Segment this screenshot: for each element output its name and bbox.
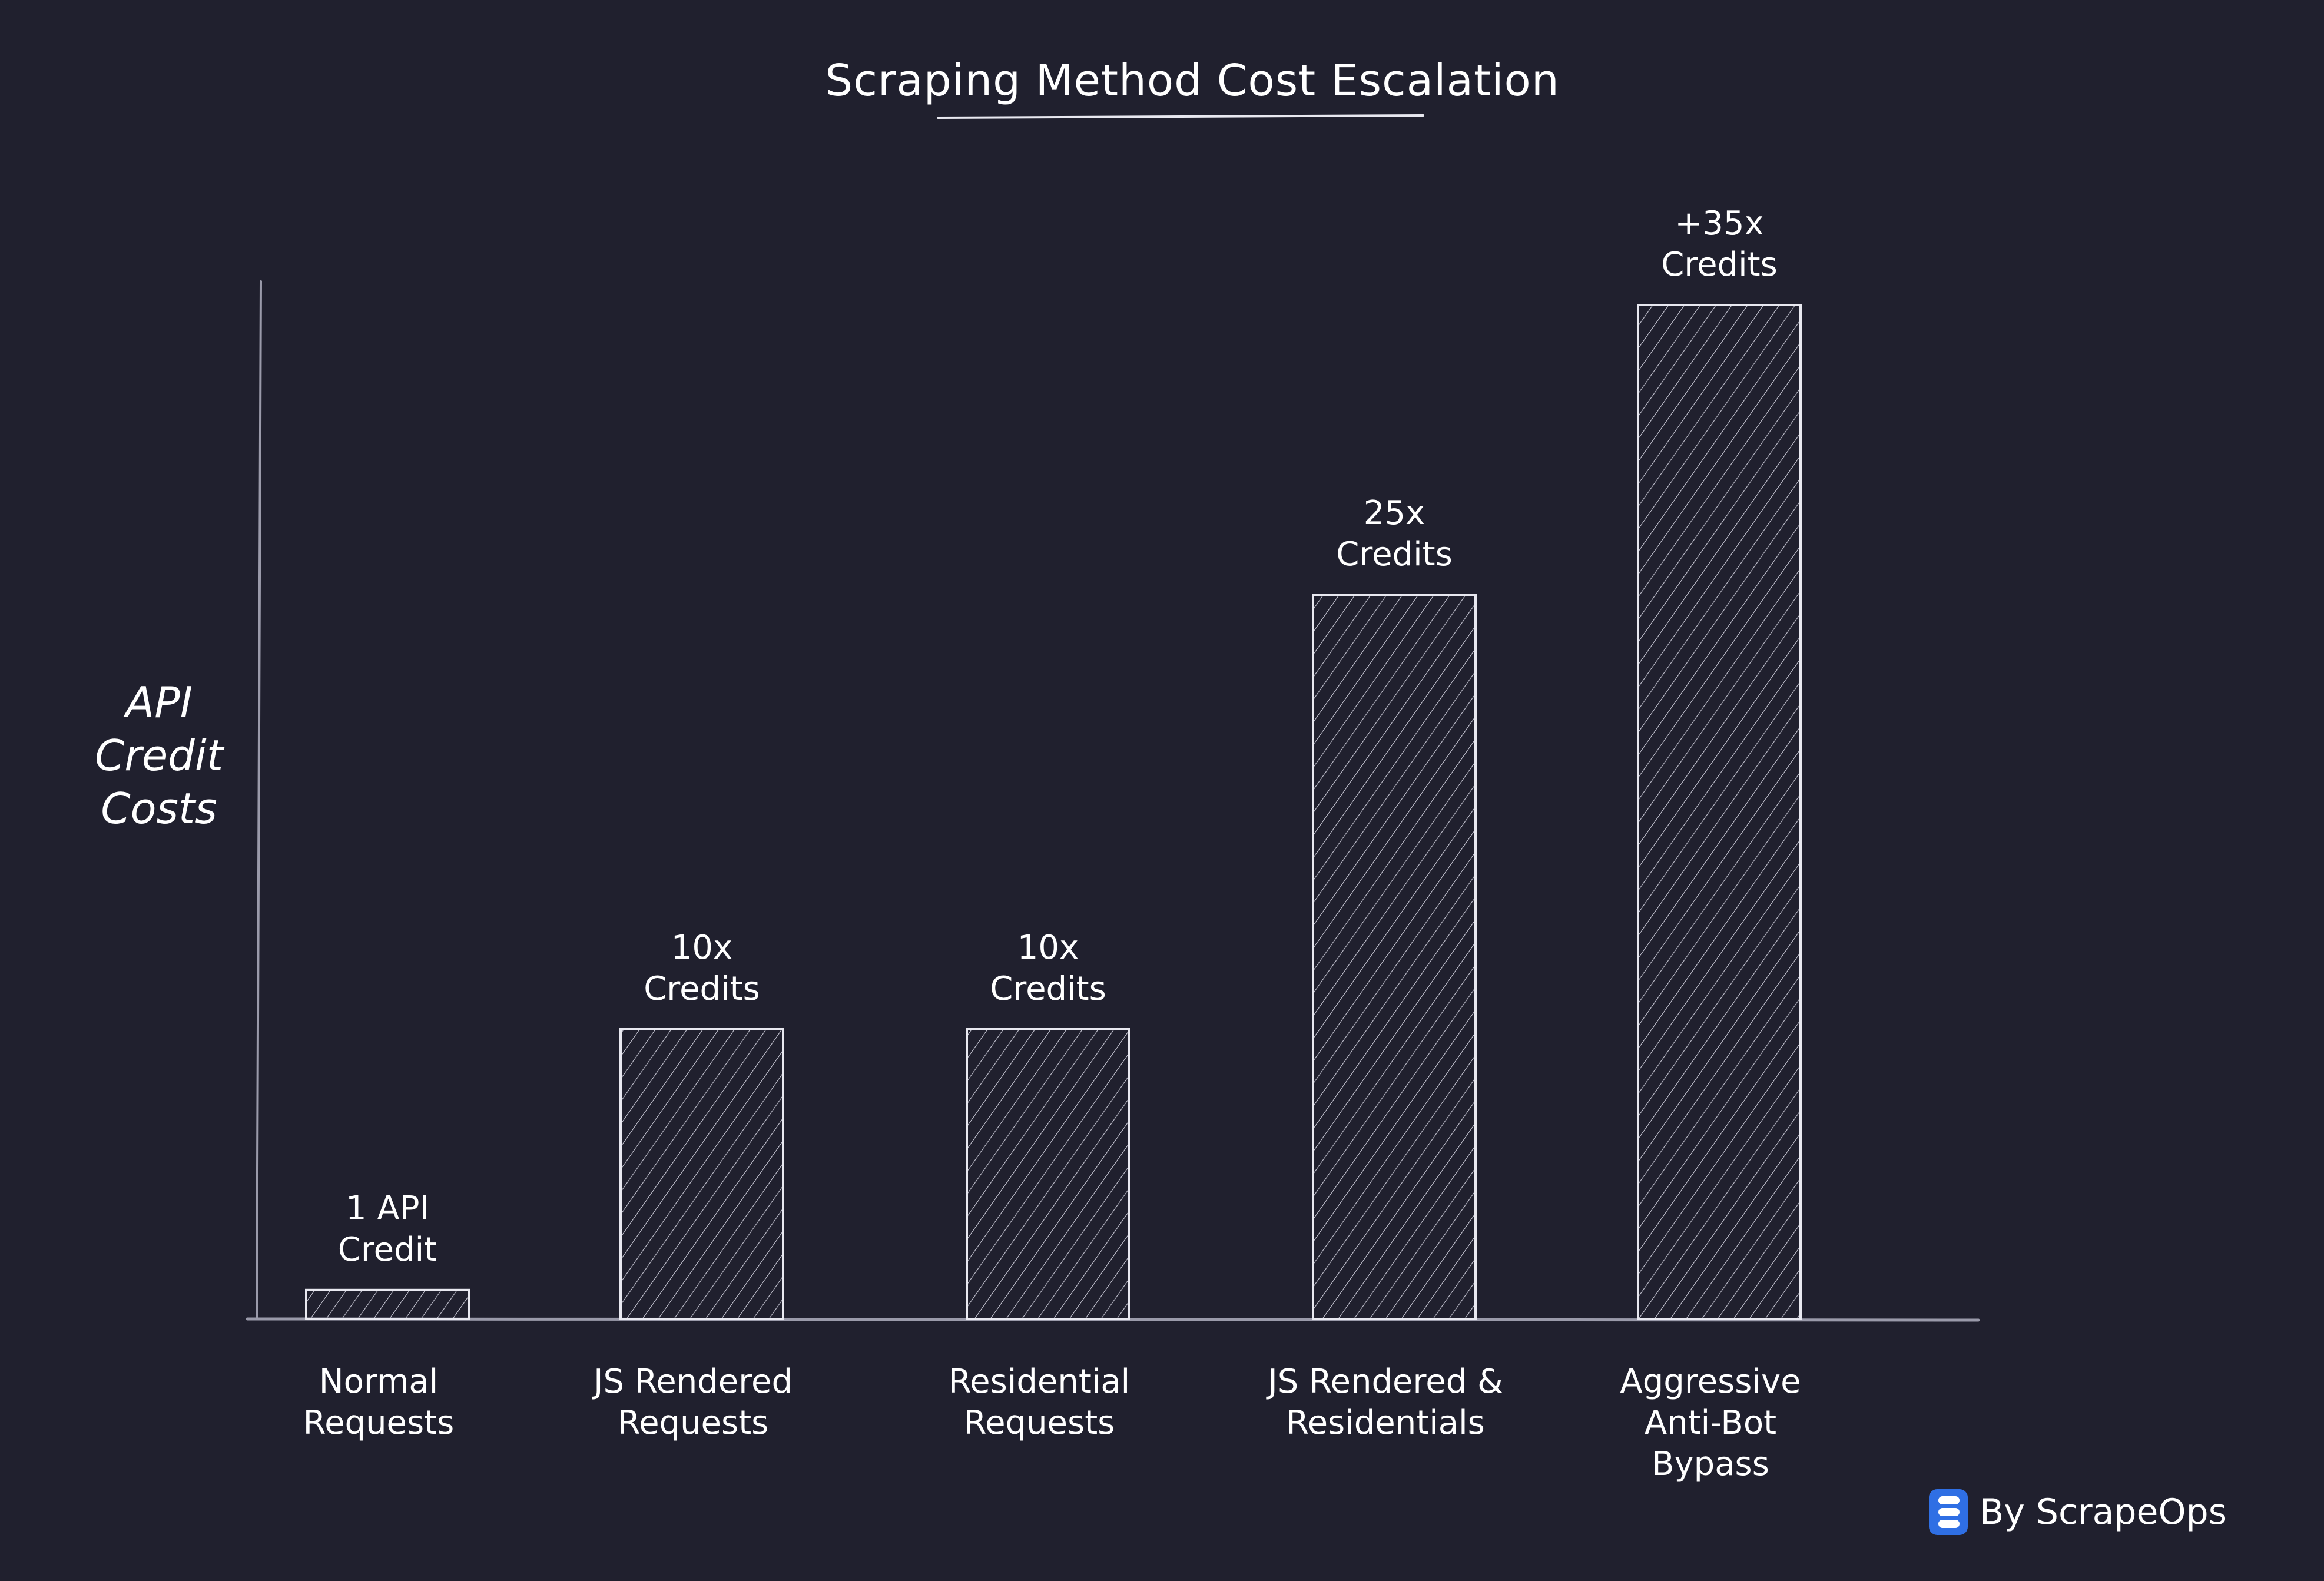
x-tick-label: Residential xyxy=(949,1363,1130,1401)
x-tick-label: Requests xyxy=(618,1404,769,1442)
x-tick-label: JS Rendered & xyxy=(1266,1363,1503,1401)
data-label: Credits xyxy=(1336,535,1453,574)
chart-title: Scraping Method Cost Escalation xyxy=(825,55,1559,106)
bar xyxy=(966,1028,1130,1320)
y-axis-label-line: Costs xyxy=(101,784,217,833)
data-label: Credit xyxy=(338,1231,437,1269)
x-tick-label: JS Rendered xyxy=(592,1363,793,1401)
y-axis-label-line: Credit xyxy=(95,731,225,780)
bar xyxy=(1312,594,1477,1320)
data-label: Credits xyxy=(644,970,760,1008)
x-tick-label: Residentials xyxy=(1286,1404,1485,1442)
x-tick-label: Normal xyxy=(319,1363,439,1401)
x-tick-label: Aggressive xyxy=(1620,1363,1801,1401)
data-label: Credits xyxy=(1661,246,1778,284)
bar xyxy=(1637,304,1802,1320)
x-tick-label: Requests xyxy=(964,1404,1115,1442)
data-label: 1 API xyxy=(346,1189,429,1228)
y-axis xyxy=(256,280,262,1320)
scrapeops-logo-icon xyxy=(1929,1489,1968,1535)
x-tick-label: Bypass xyxy=(1652,1445,1769,1483)
data-label: +35x xyxy=(1675,204,1763,243)
x-tick-label: Requests xyxy=(303,1404,455,1442)
data-labels: 1 APICredit10xCredits10xCredits25xCredit… xyxy=(338,204,1778,1269)
data-label: 10x xyxy=(671,929,732,967)
footer-text: By ScrapeOps xyxy=(1980,1491,2227,1533)
data-label: 25x xyxy=(1364,494,1425,532)
bar xyxy=(619,1028,784,1320)
footer-credit: By ScrapeOps xyxy=(1929,1489,2227,1535)
y-axis-label-line: API xyxy=(123,678,193,727)
bar xyxy=(305,1288,470,1321)
data-label: 10x xyxy=(1017,929,1079,967)
title-underline xyxy=(937,114,1424,119)
bars xyxy=(305,304,1802,1321)
x-tick-label: Anti-Bot xyxy=(1645,1404,1776,1442)
data-label: Credits xyxy=(990,970,1106,1008)
